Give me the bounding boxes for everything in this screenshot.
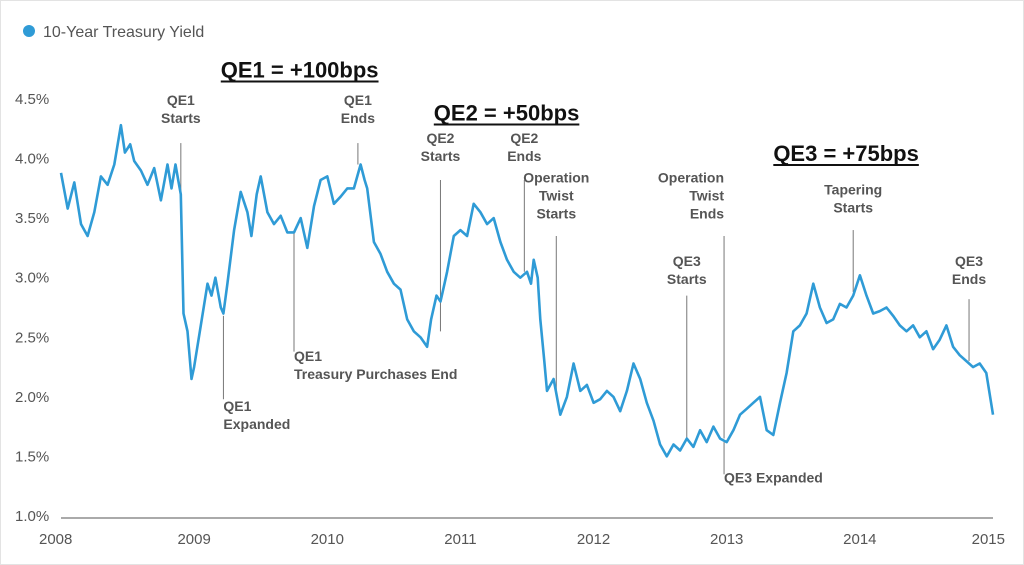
qe1-callout: QE1 = +100bps (221, 58, 379, 83)
y-tick-label: 1.5% (15, 448, 49, 465)
annotation-line-text: Expanded (223, 416, 290, 432)
annotation-label-qe3-expanded: QE3 Expanded (724, 470, 823, 486)
annotation-line-text: Starts (833, 199, 873, 215)
annotation-line-text: QE1 (167, 92, 195, 108)
annotation-line-text: QE1 (344, 92, 372, 108)
annotation-label-operation-twist-starts: Operation Twist Starts (523, 169, 589, 221)
annotation-line-text: Twist (539, 187, 574, 203)
annotation-label-qe1-starts: QE1 Starts (161, 92, 201, 126)
annotation-label-qe1-treasury-end: QE1 Treasury Purchases End (294, 348, 457, 382)
x-axis-ticks: 2008 2009 2010 2011 2012 2013 2014 2015 (39, 531, 1005, 548)
annotation-label-qe2-ends: QE2 Ends (507, 130, 541, 164)
qe-callouts: QE1 = +100bps QE2 = +50bps QE3 = +75bps (221, 58, 919, 166)
annotation-line-text: QE1 (294, 348, 322, 364)
annotation-line-text: Starts (667, 271, 707, 287)
annotation-label-operation-twist-ends: Operation Twist Ends (658, 169, 724, 221)
annotation-line-text: QE2 (426, 130, 454, 146)
annotation-line-text: Treasury Purchases End (294, 366, 457, 382)
y-axis-ticks: 1.0% 1.5% 2.0% 2.5% 3.0% 3.5% 4.0% 4.5% (15, 91, 49, 525)
annotation-line-text: Ends (341, 110, 375, 126)
annotation-line-text: QE2 (510, 130, 538, 146)
y-tick-label: 3.0% (15, 270, 49, 287)
annotation-line-text: Starts (161, 110, 201, 126)
x-tick-label: 2012 (577, 531, 610, 548)
annotation-label-qe1-ends: QE1 Ends (341, 92, 375, 126)
annotation-line-text: Operation (658, 169, 724, 185)
annotation-line-text: Starts (536, 205, 576, 221)
legend-swatch (23, 25, 35, 37)
annotation-line-text: Ends (952, 271, 986, 287)
x-tick-label: 2010 (311, 531, 344, 548)
annotation-label-qe3-ends: QE3 Ends (952, 253, 986, 287)
annotation-line-text: Starts (421, 148, 461, 164)
annotation-line-text: Tapering (824, 181, 882, 197)
annotation-label-qe2-starts: QE2 Starts (421, 130, 461, 164)
annotation-label-tapering-starts: Tapering Starts (824, 181, 882, 215)
annotation-line-text: QE1 (223, 398, 251, 414)
legend: 10-Year Treasury Yield (23, 24, 204, 41)
legend-label: 10-Year Treasury Yield (43, 24, 204, 41)
x-tick-label: 2013 (710, 531, 743, 548)
annotation-line-text: Ends (690, 205, 724, 221)
x-tick-label: 2011 (444, 531, 476, 548)
annotation-line-text: Ends (507, 148, 541, 164)
x-tick-label: 2014 (843, 531, 876, 548)
annotation-line-text: QE3 (673, 253, 701, 269)
annotation-line-text: Twist (689, 187, 724, 203)
annotation-label-qe1-expanded: QE1 Expanded (223, 398, 290, 432)
qe2-callout: QE2 = +50bps (434, 100, 580, 125)
y-tick-label: 1.0% (15, 508, 49, 525)
y-tick-label: 2.0% (15, 389, 49, 406)
x-tick-label: 2008 (39, 531, 72, 548)
y-tick-label: 4.5% (15, 91, 49, 108)
treasury-yield-chart: 10-Year Treasury Yield 1.0% 1.5% 2.0% 2.5% 3… (1, 1, 1023, 564)
x-tick-label: 2009 (177, 531, 210, 548)
chart-frame: 10-Year Treasury Yield 1.0% 1.5% 2.0% 2.5% 3… (0, 0, 1024, 565)
annotation-line-text: Operation (523, 169, 589, 185)
annotation-line-text: QE3 (955, 253, 983, 269)
y-tick-label: 2.5% (15, 329, 49, 346)
y-tick-label: 3.5% (15, 210, 49, 227)
annotation-label-qe3-starts: QE3 Starts (667, 253, 707, 287)
x-tick-label: 2015 (972, 531, 1005, 548)
qe3-callout: QE3 = +75bps (773, 141, 919, 166)
annotation-line-text: QE3 Expanded (724, 470, 823, 486)
y-tick-label: 4.0% (15, 151, 49, 168)
